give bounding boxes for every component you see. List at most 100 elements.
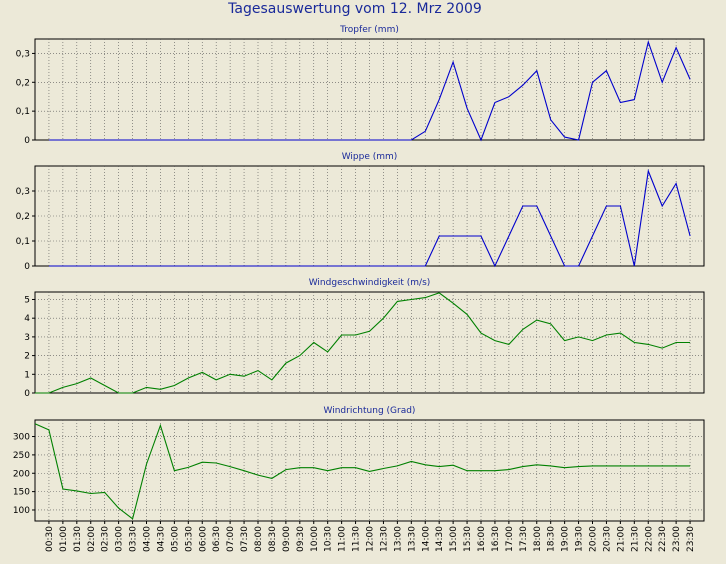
data-point-tropfer-08:00: [257, 139, 259, 141]
data-point-windrichtung-21:00: [619, 465, 621, 467]
data-point-wippe-01:00: [62, 265, 64, 267]
xtick-label: 20:00: [589, 526, 599, 552]
data-point-tropfer-16:30: [494, 101, 496, 103]
data-point-windrichtung-06:00: [201, 461, 203, 463]
xtick-label: 02:30: [101, 526, 111, 552]
data-point-windgeschwindigkeit-01:00: [62, 386, 64, 388]
data-point-windrichtung-09:30: [299, 467, 301, 469]
data-point-tropfer-08:30: [271, 139, 273, 141]
data-point-tropfer-04:30: [159, 139, 161, 141]
data-point-windgeschwindigkeit-00:30: [48, 392, 50, 394]
data-point-windrichtung-12:00: [368, 470, 370, 472]
data-point-wippe-20:00: [591, 235, 593, 237]
data-point-windgeschwindigkeit-21:30: [633, 341, 635, 343]
data-point-windgeschwindigkeit-20:00: [591, 339, 593, 341]
data-point-windgeschwindigkeit-10:30: [327, 351, 329, 353]
xtick-label: 04:30: [156, 526, 166, 552]
data-point-windrichtung-01:30: [76, 490, 78, 492]
data-point-tropfer-19:30: [577, 139, 579, 141]
xtick-label: 09:00: [282, 526, 292, 552]
data-point-windrichtung-17:00: [508, 468, 510, 470]
data-point-wippe-08:00: [257, 265, 259, 267]
data-point-windrichtung-14:00: [424, 464, 426, 466]
data-point-tropfer-15:00: [452, 61, 454, 63]
data-point-windrichtung-23:00: [675, 465, 677, 467]
data-point-windrichtung-21:30: [633, 465, 635, 467]
data-point-tropfer-11:30: [354, 139, 356, 141]
data-point-wippe-18:30: [550, 235, 552, 237]
data-point-wippe-19:30: [577, 265, 579, 267]
data-point-windgeschwindigkeit-08:30: [271, 379, 273, 381]
data-point-wippe-13:00: [396, 265, 398, 267]
data-point-tropfer-10:30: [327, 139, 329, 141]
data-point-tropfer-07:00: [229, 139, 231, 141]
panel-tropfer: Tropfer (mm) 0 0,1 0,2 0,3: [16, 25, 705, 146]
data-point-windgeschwindigkeit-04:30: [159, 388, 161, 390]
panel-title-tropfer: Tropfer (mm): [339, 25, 399, 35]
data-point-wippe-09:00: [285, 265, 287, 267]
data-point-windrichtung-15:00: [452, 464, 454, 466]
xtick-label: 08:30: [268, 526, 278, 552]
data-point-tropfer-00:30: [48, 139, 50, 141]
xtick-label: 16:00: [477, 526, 487, 552]
data-point-wippe-20:30: [605, 205, 607, 207]
data-point-windgeschwindigkeit-03:00: [117, 392, 119, 394]
ytick-label-tropfer: 0,2: [16, 78, 30, 88]
data-point-windgeschwindigkeit-15:00: [452, 302, 454, 304]
data-point-tropfer-19:00: [563, 136, 565, 138]
data-point-windgeschwindigkeit-01:30: [76, 382, 78, 384]
ytick-label-wippe: 0: [24, 262, 30, 272]
data-point-windgeschwindigkeit-11:00: [340, 334, 342, 336]
data-point-windgeschwindigkeit-22:30: [661, 347, 663, 349]
data-point-wippe-17:00: [508, 235, 510, 237]
data-point-wippe-16:30: [494, 265, 496, 267]
data-point-windgeschwindigkeit-05:00: [173, 384, 175, 386]
ytick-label-windrichtung: 300: [13, 433, 30, 443]
ytick-label-windrichtung: 100: [13, 506, 30, 516]
data-point-windrichtung-06:30: [215, 462, 217, 464]
data-point-tropfer-02:00: [90, 139, 92, 141]
xtick-label: 07:30: [240, 526, 250, 552]
data-point-tropfer-15:30: [466, 107, 468, 109]
xtick-label: 13:30: [407, 526, 417, 552]
data-point-tropfer-11:00: [340, 139, 342, 141]
ytick-label-tropfer: 0,1: [16, 107, 30, 117]
data-point-tropfer-20:00: [591, 81, 593, 83]
ytick-label-windgeschwindigkeit: 1: [24, 370, 30, 380]
data-point-windgeschwindigkeit-00:00: [34, 392, 36, 394]
data-point-tropfer-12:30: [382, 139, 384, 141]
ytick-label-tropfer: 0,3: [16, 49, 30, 59]
data-point-windgeschwindigkeit-20:30: [605, 334, 607, 336]
panel-windrichtung: Windrichtung (Grad) 100 150 200 250 300: [13, 406, 705, 522]
data-point-windrichtung-18:00: [536, 464, 538, 466]
data-point-windrichtung-07:30: [243, 470, 245, 472]
data-point-windrichtung-10:00: [313, 467, 315, 469]
data-point-windgeschwindigkeit-10:00: [313, 341, 315, 343]
data-point-wippe-17:30: [522, 205, 524, 207]
data-point-windrichtung-08:00: [257, 474, 259, 476]
xtick-label: 14:30: [435, 526, 445, 552]
xtick-label: 17:00: [505, 526, 515, 552]
data-point-windrichtung-20:30: [605, 465, 607, 467]
data-point-tropfer-06:30: [215, 139, 217, 141]
xtick-label: 14:00: [421, 526, 431, 552]
data-point-tropfer-20:30: [605, 70, 607, 72]
data-point-tropfer-18:00: [536, 70, 538, 72]
data-point-windgeschwindigkeit-03:30: [131, 392, 133, 394]
ytick-label-tropfer: 0: [24, 136, 30, 146]
data-point-wippe-11:00: [340, 265, 342, 267]
data-point-wippe-02:00: [90, 265, 92, 267]
ytick-label-windgeschwindigkeit: 3: [24, 333, 30, 343]
data-point-wippe-13:30: [410, 265, 412, 267]
data-point-windgeschwindigkeit-22:00: [647, 343, 649, 345]
xtick-label: 07:00: [226, 526, 236, 552]
data-point-windgeschwindigkeit-07:30: [243, 375, 245, 377]
data-point-wippe-10:00: [313, 265, 315, 267]
series-line-windrichtung: [34, 423, 691, 520]
data-point-wippe-08:30: [271, 265, 273, 267]
data-point-windgeschwindigkeit-02:00: [90, 377, 92, 379]
data-point-windgeschwindigkeit-12:00: [368, 330, 370, 332]
xtick-label: 23:30: [686, 526, 696, 552]
data-point-tropfer-04:00: [145, 139, 147, 141]
series-line-tropfer: [48, 39, 691, 142]
